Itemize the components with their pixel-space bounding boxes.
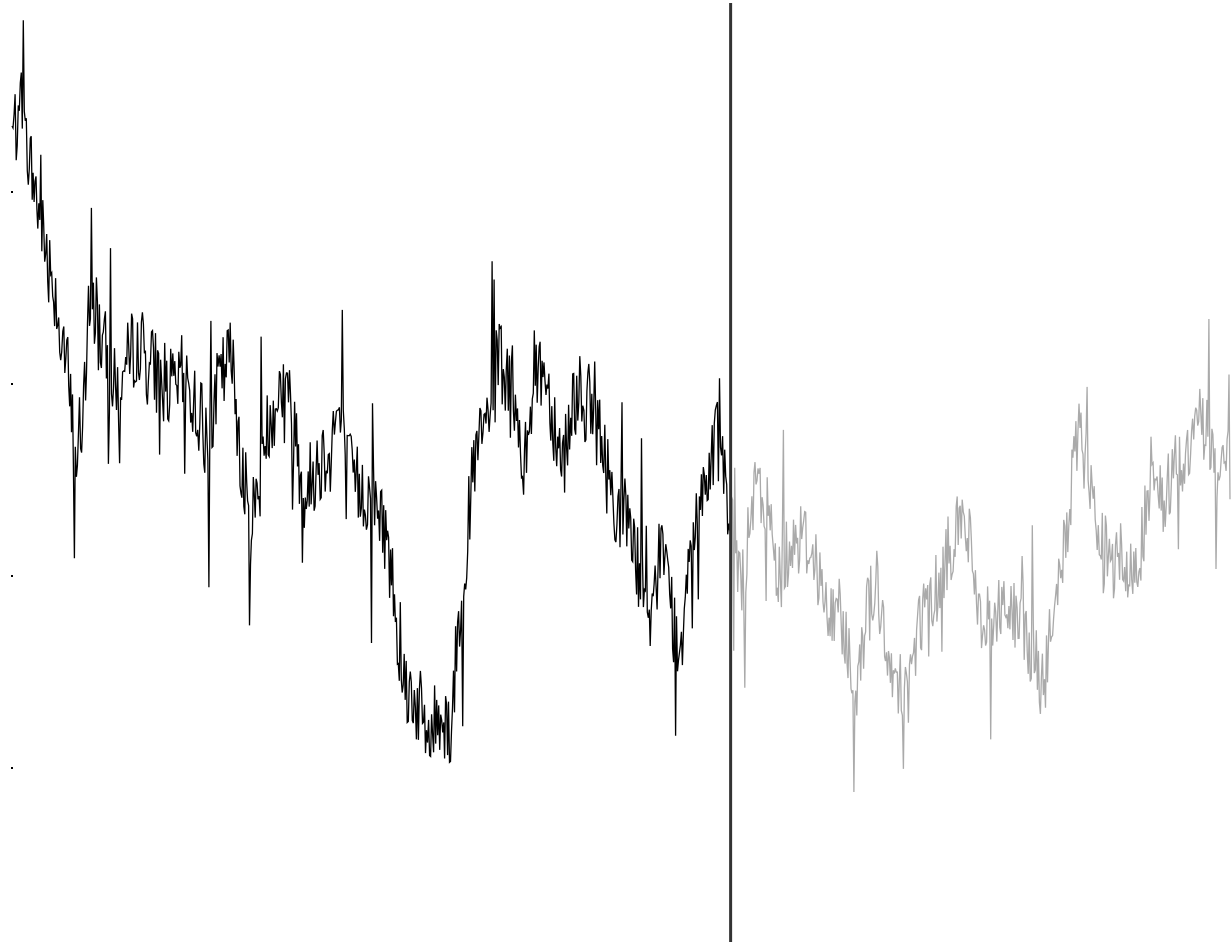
y-axis-ticks bbox=[11, 191, 13, 769]
y-tick-mark bbox=[11, 383, 13, 385]
y-tick-mark bbox=[11, 191, 13, 193]
forecast-series-line bbox=[729, 318, 1231, 793]
y-tick-mark bbox=[11, 575, 13, 577]
y-tick-mark bbox=[11, 767, 13, 769]
history-series-line bbox=[11, 20, 732, 764]
